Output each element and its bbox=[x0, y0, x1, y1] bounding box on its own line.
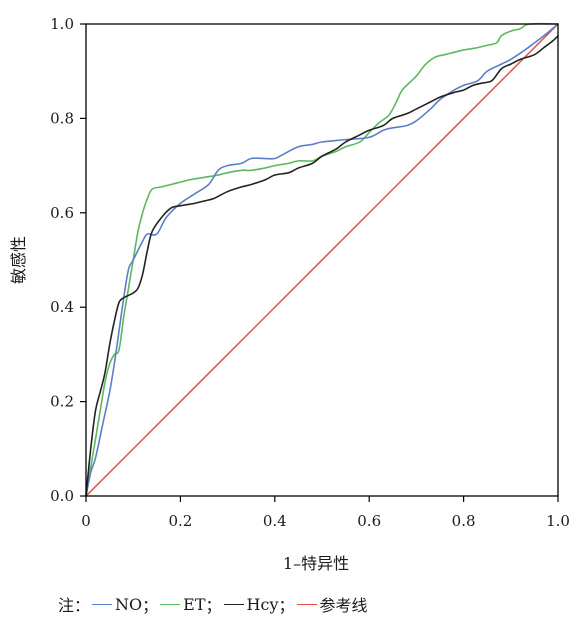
y-tick-label: 0.4 bbox=[50, 298, 74, 316]
legend-item-reference: 参考线 bbox=[295, 592, 368, 616]
legend-separator: ； bbox=[278, 596, 295, 615]
y-tick-label: 1.0 bbox=[50, 15, 74, 33]
y-tick-label: 0.6 bbox=[50, 204, 74, 222]
series-line-no bbox=[85, 23, 559, 497]
series-layer bbox=[85, 22, 559, 497]
y-axis-title: 敏感性 bbox=[9, 236, 28, 284]
legend-item-hcy: Hcy； bbox=[222, 592, 295, 616]
tick-layer: 0 0.2 0.4 0.6 0.8 1.0 0.0 0.2 0.4 0.6 0.8 1.0 bbox=[50, 15, 570, 530]
plot-frame bbox=[85, 23, 559, 497]
legend-swatch-reference bbox=[296, 603, 317, 605]
legend-swatch-hcy bbox=[223, 603, 244, 605]
x-axis-title: 1–特异性 bbox=[283, 554, 349, 573]
legend-separator: ； bbox=[205, 596, 222, 615]
legend-swatch-et bbox=[160, 603, 181, 605]
legend-label-hcy: Hcy bbox=[246, 594, 279, 614]
series-line-et bbox=[85, 22, 559, 497]
legend-label-no: NO bbox=[115, 594, 143, 614]
legend-label-et: ET bbox=[183, 594, 206, 614]
x-tick-label: 0.6 bbox=[357, 512, 381, 530]
y-tick-label: 0.0 bbox=[50, 487, 74, 505]
series-line-hcy bbox=[85, 35, 559, 497]
legend: 注： NO； ET； Hcy； 参考线 bbox=[58, 592, 368, 616]
x-tick-label: 1.0 bbox=[546, 512, 570, 530]
x-tick-label: 0.4 bbox=[263, 512, 287, 530]
legend-label-reference: 参考线 bbox=[319, 596, 368, 615]
legend-prefix: 注： bbox=[58, 596, 91, 615]
y-tick-label: 0.8 bbox=[50, 109, 74, 127]
series-line-reference bbox=[85, 23, 559, 497]
legend-swatch-no bbox=[92, 603, 113, 605]
legend-item-et: ET； bbox=[158, 592, 222, 616]
x-tick-label: 0.2 bbox=[168, 512, 192, 530]
y-tick-label: 0.2 bbox=[50, 393, 74, 411]
x-tick-label: 0.8 bbox=[452, 512, 476, 530]
x-tick-label: 0 bbox=[81, 512, 91, 530]
legend-separator: ； bbox=[142, 596, 159, 615]
legend-item-no: NO； bbox=[90, 592, 158, 616]
